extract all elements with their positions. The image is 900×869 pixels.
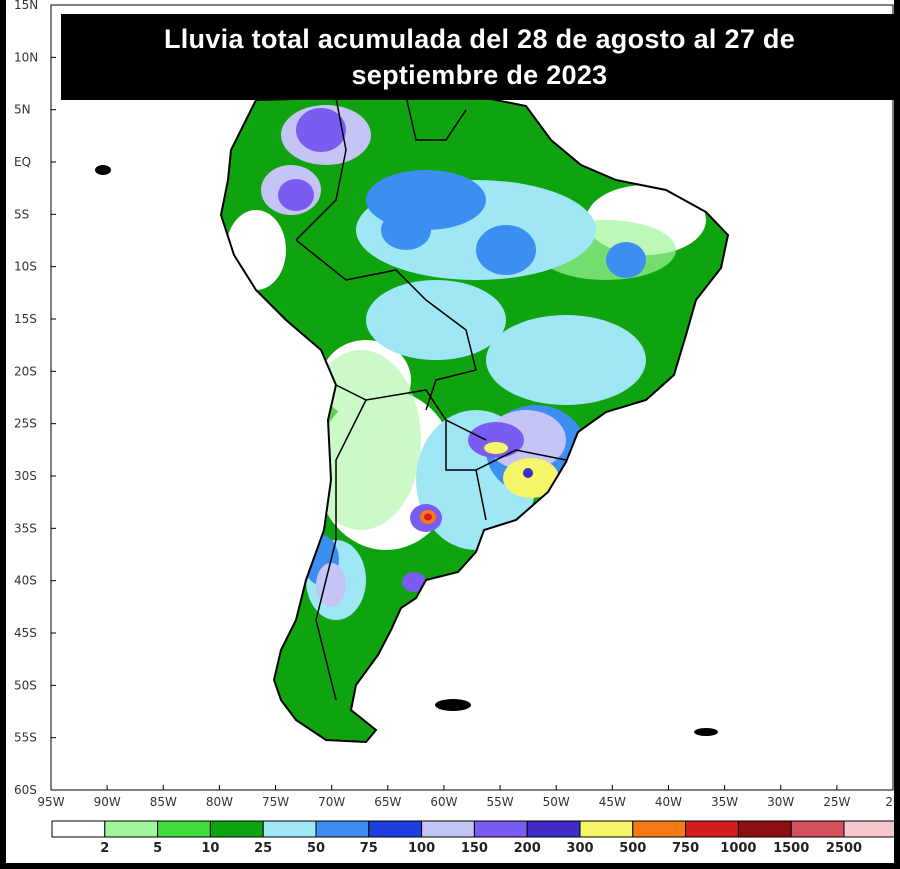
legend-label: 500 [619,841,646,856]
legend-label: 5 [153,841,162,856]
legend-label: 1000 [720,841,756,856]
legend-swatch [315,820,370,838]
legend-label: 25 [254,841,272,856]
map-title: Lluvia total acumulada del 28 de agosto … [61,14,898,100]
legend-label: 750 [672,841,699,856]
legend-swatch [51,820,106,838]
legend-label: 1500 [773,841,809,856]
lat-tick-label: 10N [14,50,38,64]
legend-swatch [526,820,581,838]
legend-swatch [843,820,894,838]
lon-tick-label: 50W [543,795,570,809]
lon-tick-label: 90W [94,795,121,809]
lat-tick-label: 5N [14,103,31,117]
legend-swatch [209,820,264,838]
lon-tick-label: 75W [262,795,289,809]
legend-colorbar [51,820,894,838]
lat-tick-label: 5S [14,207,29,221]
lat-tick-label: 25S [14,417,37,431]
lon-tick-label: 70W [318,795,345,809]
latitude-labels: 15N 10N 5N EQ 5S 10S 15S 20S 25S 30S 35S 40S 45S 50S 5… [14,0,56,797]
legend-labels: 2 5 10 25 50 75 100 150 200 300 500 750 1000 1500 2500 [100,841,862,856]
legend-label: 200 [514,841,541,856]
plot-border [50,4,894,791]
lon-tick-label: 80W [206,795,233,809]
legend-swatch [579,820,634,838]
legend-swatch [368,820,423,838]
title-line-1: Lluvia total acumulada del 28 de agosto … [163,24,796,54]
lat-tick-label: 30S [14,469,37,483]
lon-tick-label: 20 [885,795,894,809]
lon-tick-label: 60W [430,795,457,809]
lat-tick-label: 55S [14,731,37,745]
lat-tick-label: 15S [14,312,37,326]
legend-swatch [421,820,475,838]
lat-tick-label: 15N [14,0,38,12]
lat-tick-label: 10S [14,260,37,274]
legend-label: 150 [461,841,488,856]
legend-label: 75 [360,841,378,856]
map-frame: 15N 10N 5N EQ 5S 10S 15S 20S 25S 30S 35S 40S 45S 50S 5… [6,0,898,863]
lon-tick-label: 85W [150,795,177,809]
legend-label: 2 [100,841,109,856]
lon-tick-label: 45W [599,795,626,809]
legend-swatch [104,820,159,838]
legend-label: 100 [408,841,435,856]
lat-tick-label: 50S [14,678,37,692]
legend-swatch [157,820,211,838]
legend-label: 50 [307,841,325,856]
lon-tick-label: 30W [767,795,794,809]
lon-tick-label: 95W [37,795,64,809]
lat-tick-label: 45S [14,626,37,640]
longitude-labels: 95W 90W 85W 80W 75W 70W 65W 60W 55W 50W 45W 40W 35W 3… [37,785,894,809]
lat-tick-label: 40S [14,574,37,588]
lat-tick-label: 60S [14,783,37,797]
legend-swatch [632,820,687,838]
lon-tick-label: 55W [486,795,513,809]
legend-swatch [737,820,792,838]
legend-label: 300 [566,841,593,856]
legend-swatch [473,820,528,838]
legend-swatch [685,820,739,838]
lat-tick-label: EQ [14,155,31,169]
lon-tick-label: 40W [655,795,682,809]
lon-tick-label: 65W [374,795,401,809]
lon-tick-label: 25W [823,795,850,809]
title-line-2: septiembre de 2023 [351,60,608,90]
precipitation-map: 15N 10N 5N EQ 5S 10S 15S 20S 25S 30S 35S 40S 45S 50S 5… [14,0,894,856]
legend-label: 2500 [826,841,862,856]
legend-swatch [262,820,317,838]
legend-swatch [790,820,845,838]
lat-tick-label: 20S [14,364,37,378]
legend-label: 10 [201,841,219,856]
lon-tick-label: 35W [711,795,738,809]
lat-tick-label: 35S [14,521,37,535]
country-borders [295,95,567,701]
